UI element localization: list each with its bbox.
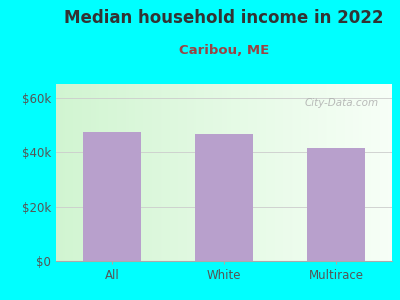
Text: City-Data.com: City-Data.com: [304, 98, 378, 108]
Text: Caribou, ME: Caribou, ME: [179, 44, 269, 56]
Bar: [83, 132, 141, 261]
Text: Median household income in 2022: Median household income in 2022: [64, 9, 384, 27]
Bar: [195, 134, 253, 261]
Bar: [307, 148, 365, 261]
